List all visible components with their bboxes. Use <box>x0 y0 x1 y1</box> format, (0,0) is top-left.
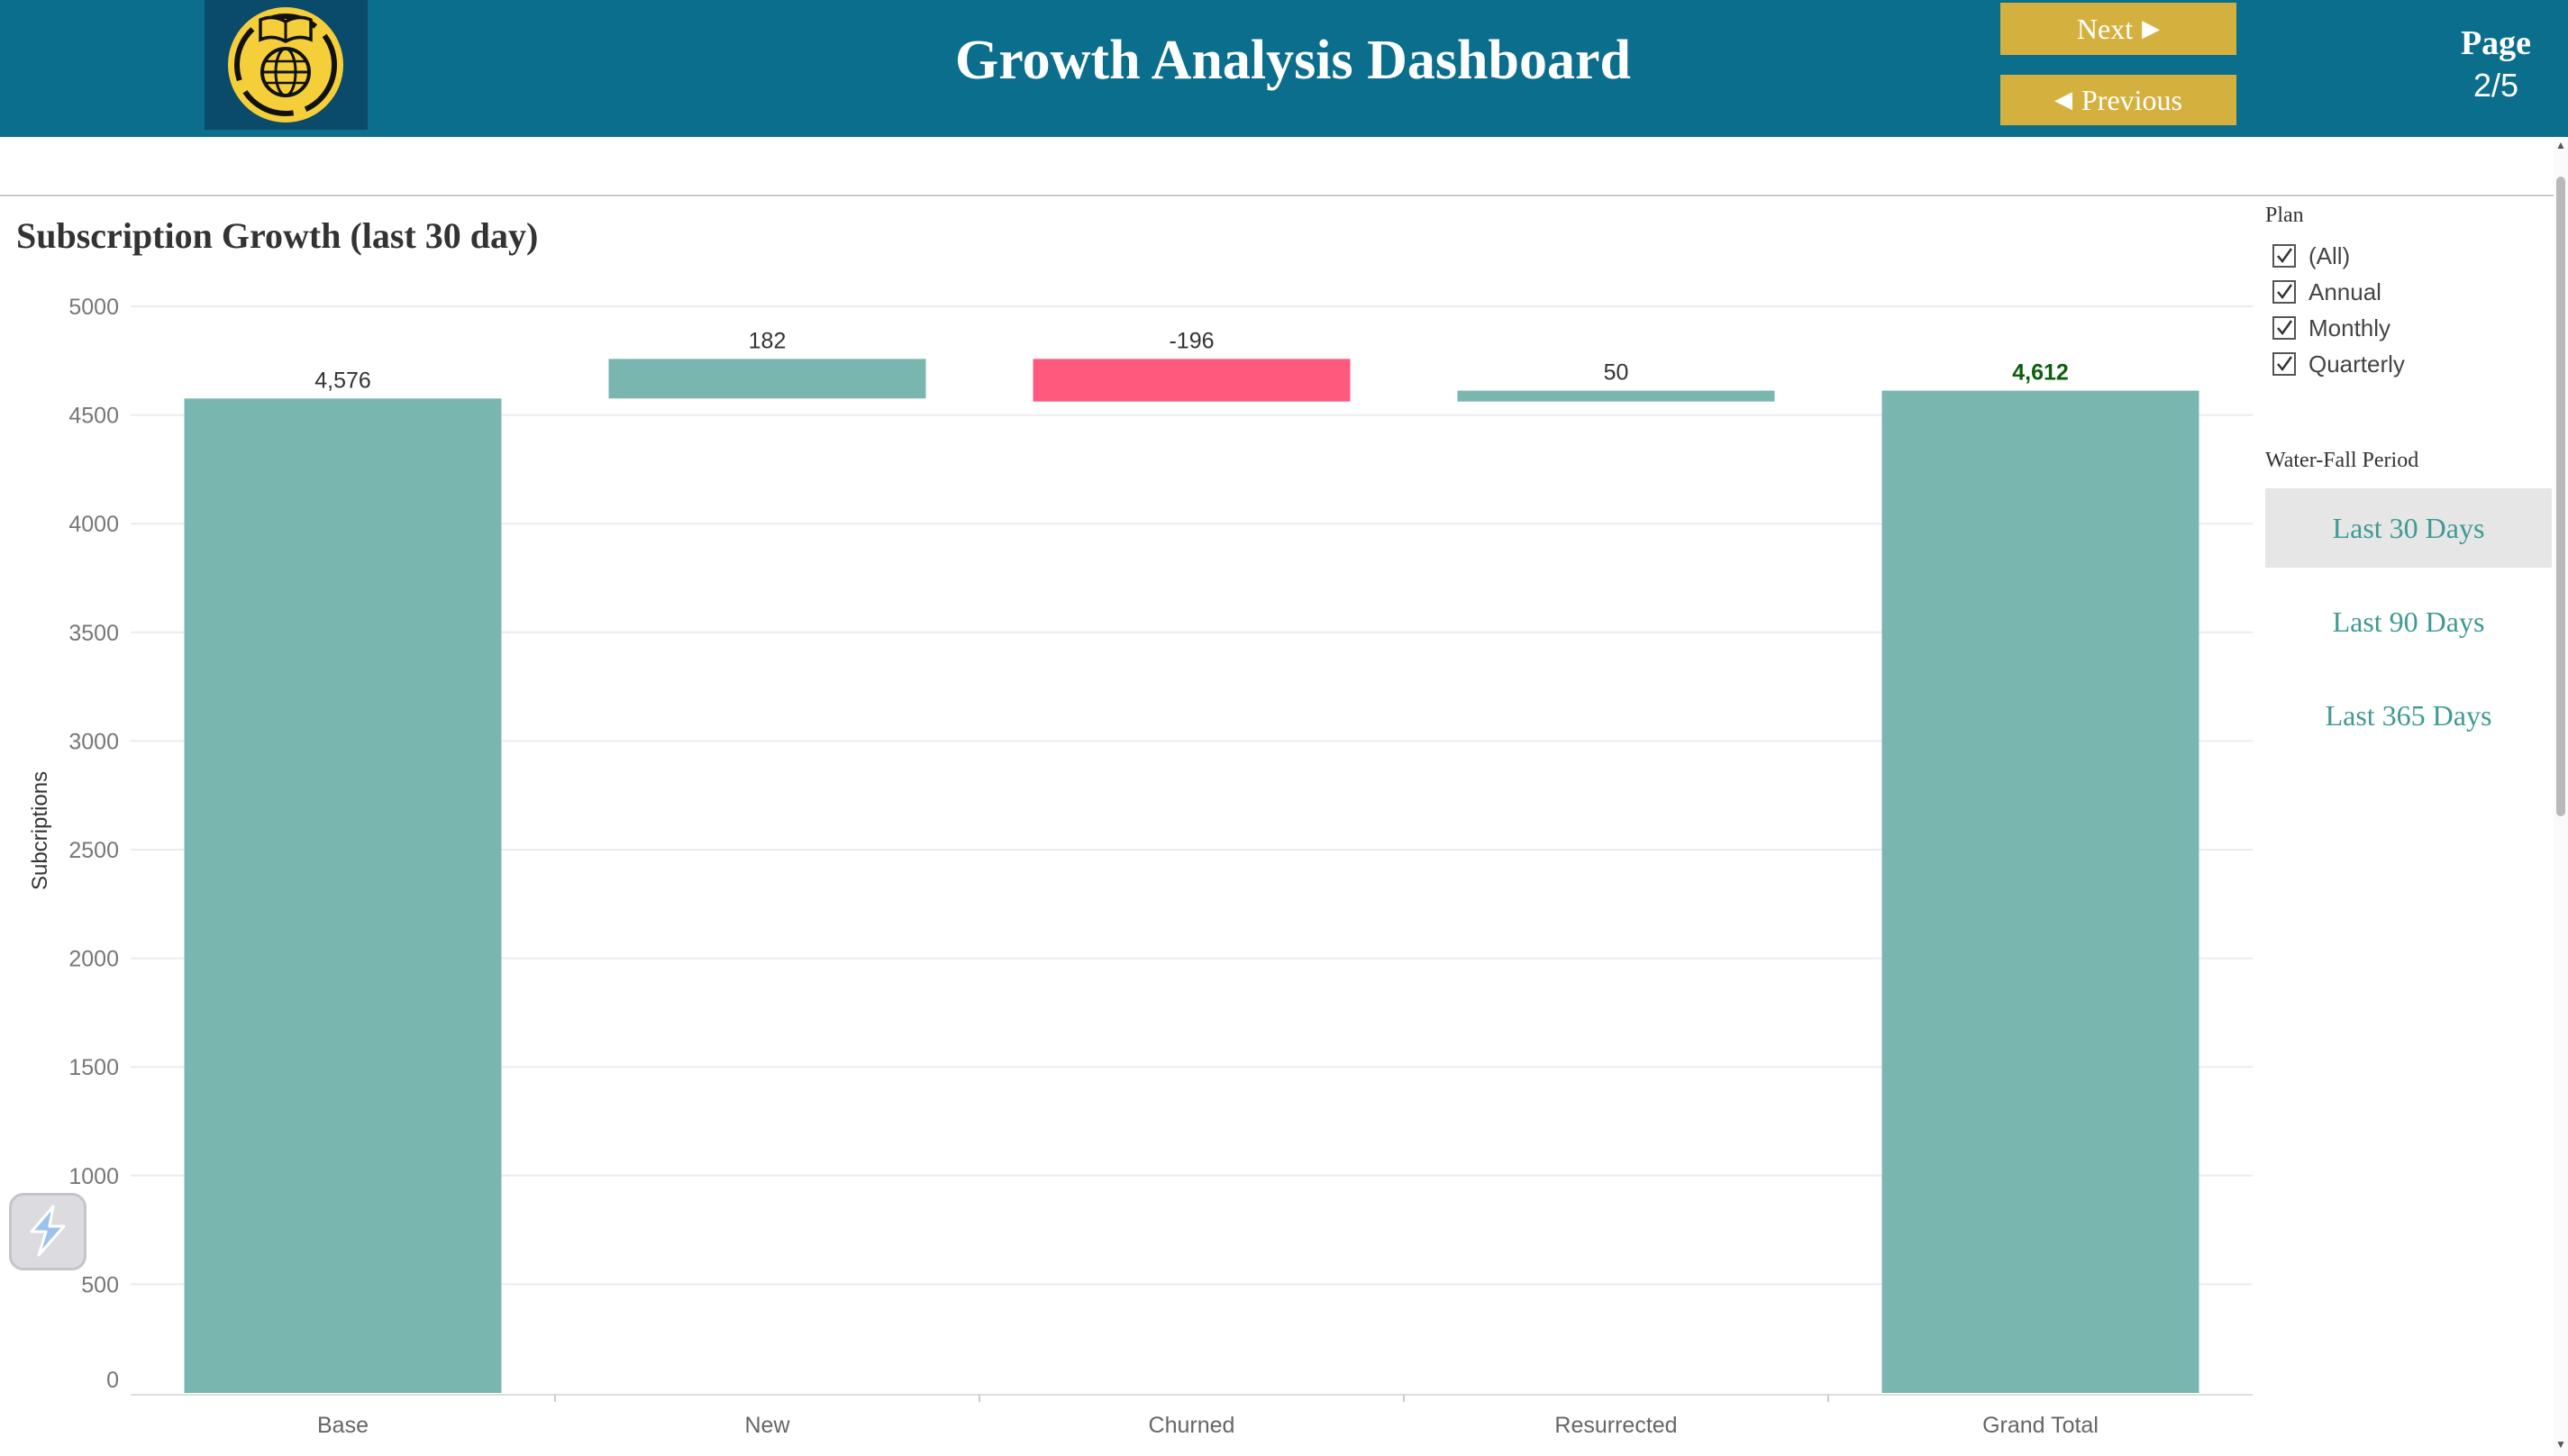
scrollbar-thumb[interactable] <box>2556 177 2565 816</box>
dashboard-title: Growth Analysis Dashboard <box>955 30 1631 91</box>
data-label: 50 <box>1604 360 1629 386</box>
period-filter-title: Water-Fall Period <box>2265 449 2419 472</box>
checkbox[interactable] <box>2272 280 2296 304</box>
y-tick-label: 2500 <box>68 838 119 863</box>
y-tick-label: 1000 <box>68 1164 119 1189</box>
plan-option-quarterly[interactable]: Quarterly <box>2272 348 2405 380</box>
bar-churned <box>1033 359 1351 402</box>
plan-option-label: Monthly <box>2308 314 2391 341</box>
y-tick-label: 1500 <box>68 1055 119 1080</box>
checkmark-icon <box>2277 248 2293 264</box>
data-label: 4,612 <box>2012 360 2069 386</box>
header-bar: Growth Analysis Dashboard Next ▶ ◀ Previ… <box>0 0 2568 137</box>
plan-option-label: Quarterly <box>2308 350 2405 378</box>
bar-new <box>608 359 926 399</box>
book-globe-logo-icon <box>228 7 343 123</box>
next-button-label: Next <box>2076 12 2134 45</box>
bar-base <box>184 398 502 1393</box>
lightning-widget-icon <box>30 1205 66 1257</box>
x-tick-label: Grand Total <box>1982 1413 2099 1438</box>
previous-button-label: Previous <box>2081 83 2182 116</box>
previous-button[interactable]: ◀ Previous <box>2000 75 2236 125</box>
checkmark-icon <box>2277 284 2293 300</box>
plan-option-annual[interactable]: Annual <box>2272 276 2381 308</box>
plan-option-all[interactable]: (All) <box>2272 240 2350 272</box>
triangle-right-icon: ▶ <box>2142 15 2161 41</box>
page-label: Page <box>2460 24 2532 62</box>
y-axis-title: Subcriptions <box>28 771 52 890</box>
floating-widget-button[interactable] <box>9 1193 87 1270</box>
data-label: -196 <box>1169 328 1214 353</box>
next-button[interactable]: Next ▶ <box>2000 3 2236 55</box>
y-tick-label: 3000 <box>68 729 119 754</box>
period-button-365-days[interactable]: Last 365 Days <box>2325 698 2492 732</box>
plan-option-monthly[interactable]: Monthly <box>2272 312 2390 344</box>
y-tick-label: 3500 <box>68 621 119 646</box>
waterfall-chart: 0 500 1000 1500 2000 2500 3000 3500 4000 4500 5000… <box>28 295 2253 1438</box>
checkmark-icon <box>2277 320 2293 336</box>
x-tick-label: Base <box>317 1413 369 1438</box>
y-tick-label: 4500 <box>68 404 119 429</box>
data-label: 182 <box>749 328 787 353</box>
page-number: 2/5 <box>2472 67 2519 104</box>
bar-grand-total <box>1881 390 2199 1394</box>
checkbox[interactable] <box>2272 352 2296 376</box>
data-label: 4,576 <box>314 368 371 393</box>
period-button-90-days[interactable]: Last 90 Days <box>2332 605 2485 638</box>
x-tick-label: Resurrected <box>1554 1413 1677 1438</box>
plan-option-label: (All) <box>2308 241 2351 269</box>
y-tick-label: 5000 <box>68 295 119 320</box>
checkbox[interactable] <box>2272 244 2296 268</box>
x-tick-label: New <box>744 1413 790 1438</box>
y-tick-label: 500 <box>81 1272 119 1297</box>
plan-filter-title: Plan <box>2265 204 2304 227</box>
checkmark-icon <box>2277 356 2293 372</box>
chart-title: Subscription Growth (last 30 day) <box>16 215 539 256</box>
scroll-down-icon[interactable]: ▼ <box>2555 1438 2566 1451</box>
y-tick-label: 0 <box>106 1368 119 1393</box>
x-tick-label: Churned <box>1149 1413 1235 1438</box>
checkbox[interactable] <box>2272 316 2296 340</box>
bar-resurrected <box>1457 390 1775 402</box>
scroll-up-icon[interactable]: ▲ <box>2555 139 2566 151</box>
y-tick-label: 4000 <box>68 512 119 537</box>
plan-option-label: Annual <box>2308 278 2381 305</box>
period-button-30-days[interactable]: Last 30 Days <box>2265 488 2552 568</box>
logo <box>205 0 368 130</box>
divider <box>0 195 2554 196</box>
triangle-left-icon: ◀ <box>2054 86 2072 113</box>
y-tick-label: 2000 <box>68 947 119 972</box>
